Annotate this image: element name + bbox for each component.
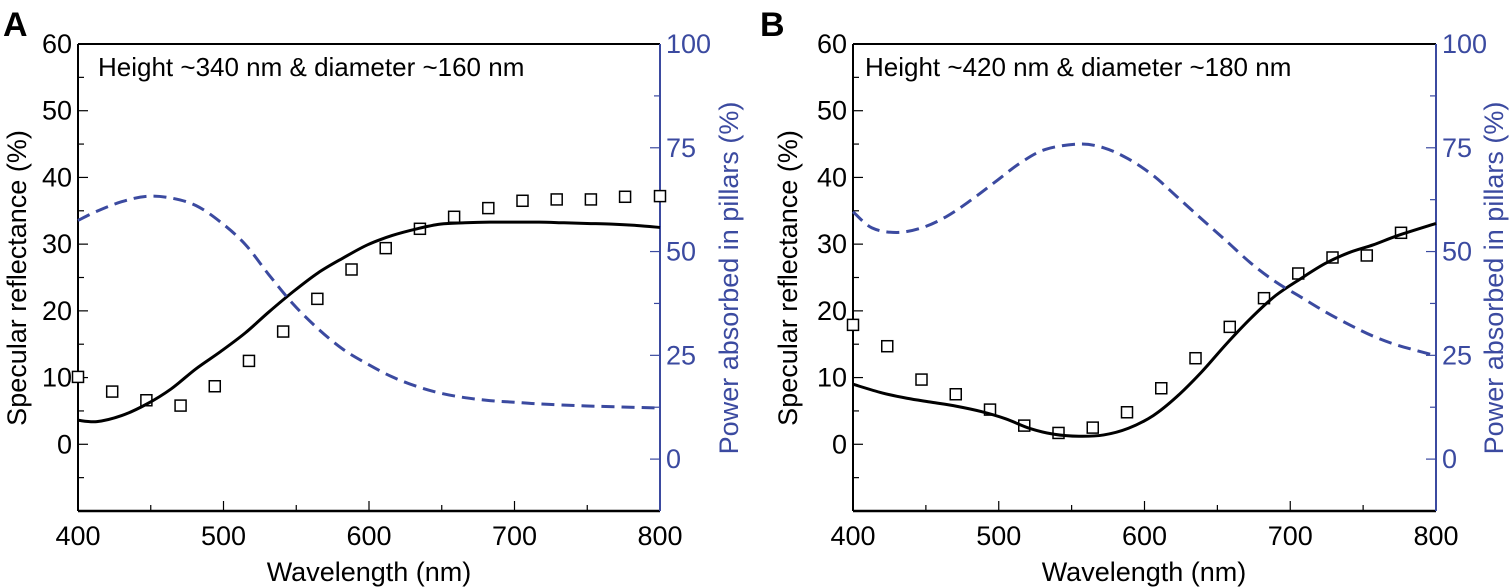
data-point-square [1086, 421, 1100, 434]
x-tick-label: 600 [346, 521, 391, 551]
data-point-square [1360, 249, 1374, 262]
data-point-square [915, 373, 928, 386]
data-point-square [174, 399, 187, 412]
data-point-square [105, 385, 119, 398]
x-tick-label: 700 [492, 521, 537, 551]
data-point-square [584, 193, 598, 206]
data-point-square [949, 388, 963, 401]
y-right-tick-label: 0 [666, 444, 681, 474]
reflectance-solid-line [852, 222, 1437, 438]
y-tick-label: 40 [817, 162, 847, 192]
y-axis-right-title: Power absorbed in pillars (%) [714, 102, 744, 455]
data-point-square [345, 263, 358, 276]
data-point-square [516, 194, 529, 208]
y-axis-title: Specular reflectance (%) [773, 130, 803, 426]
panel-b: B Height ~420 nm & diameter ~180 nm Wave… [760, 6, 1509, 587]
y-right-tick-label: 75 [1442, 133, 1472, 163]
x-tick-label: 700 [1268, 521, 1313, 551]
panel-letter: A [3, 6, 28, 44]
y-tick-label: 20 [42, 296, 72, 326]
data-point-square [653, 189, 667, 203]
data-point-square [242, 354, 256, 368]
y-tick-label: 10 [817, 363, 847, 393]
annotation: Height ~340 nm & diameter ~160 nm [98, 52, 524, 82]
y-tick-label: 60 [817, 29, 847, 59]
panel-a: A Height ~340 nm & diameter ~160 nm Wave… [2, 6, 744, 587]
y-tick-label: 10 [42, 363, 72, 393]
y-tick-label: 30 [817, 229, 847, 259]
data-point-square [208, 379, 222, 393]
data-point-square [846, 318, 860, 332]
y-right-tick-label: 50 [666, 237, 696, 267]
y-tick-label: 0 [57, 429, 72, 459]
data-point-square [482, 201, 495, 215]
x-tick-label: 800 [637, 521, 682, 551]
x-tick-label: 400 [830, 521, 875, 551]
data-point-square [550, 193, 563, 206]
x-tick-label: 600 [1122, 521, 1167, 551]
data-point-square [1189, 351, 1202, 365]
data-point-square [881, 339, 894, 353]
data-point-square [447, 210, 461, 224]
data-point-square [1120, 406, 1134, 419]
x-tick-label: 500 [976, 521, 1021, 551]
data-point-square [276, 325, 290, 338]
y-right-tick-label: 50 [1442, 237, 1472, 267]
x-tick-label: 800 [1413, 521, 1458, 551]
data-point-square [71, 370, 85, 384]
y-right-tick-label: 100 [666, 29, 711, 59]
y-tick-label: 20 [817, 296, 847, 326]
absorbed-power-dashed-line [851, 142, 1437, 358]
y-tick-label: 50 [42, 96, 72, 126]
x-axis-title: Wavelength (nm) [267, 557, 472, 587]
x-axis-title: Wavelength (nm) [1042, 557, 1247, 587]
y-right-tick-label: 75 [666, 133, 696, 163]
y-tick-label: 50 [817, 96, 847, 126]
data-point-square [1223, 320, 1237, 334]
panel-letter: B [760, 6, 785, 44]
data-point-square [311, 292, 324, 306]
x-tick-label: 400 [55, 521, 100, 551]
absorbed-power-dashed-line [77, 194, 661, 410]
x-tick-label: 500 [201, 521, 246, 551]
annotation: Height ~420 nm & diameter ~180 nm [865, 52, 1291, 82]
reflectance-solid-line [77, 220, 661, 424]
y-tick-label: 60 [42, 29, 72, 59]
y-axis-right-title: Power absorbed in pillars (%) [1479, 102, 1509, 455]
y-tick-label: 0 [832, 429, 847, 459]
y-axis-title: Specular reflectance (%) [2, 130, 32, 426]
y-right-tick-label: 25 [666, 340, 696, 370]
y-tick-label: 40 [42, 162, 72, 192]
y-right-tick-label: 100 [1442, 29, 1487, 59]
data-point-square [618, 190, 632, 204]
y-tick-label: 30 [42, 229, 72, 259]
y-right-tick-label: 0 [1442, 444, 1457, 474]
data-point-square [379, 241, 392, 255]
data-point-square [1155, 381, 1168, 395]
y-right-tick-label: 25 [1442, 340, 1472, 370]
